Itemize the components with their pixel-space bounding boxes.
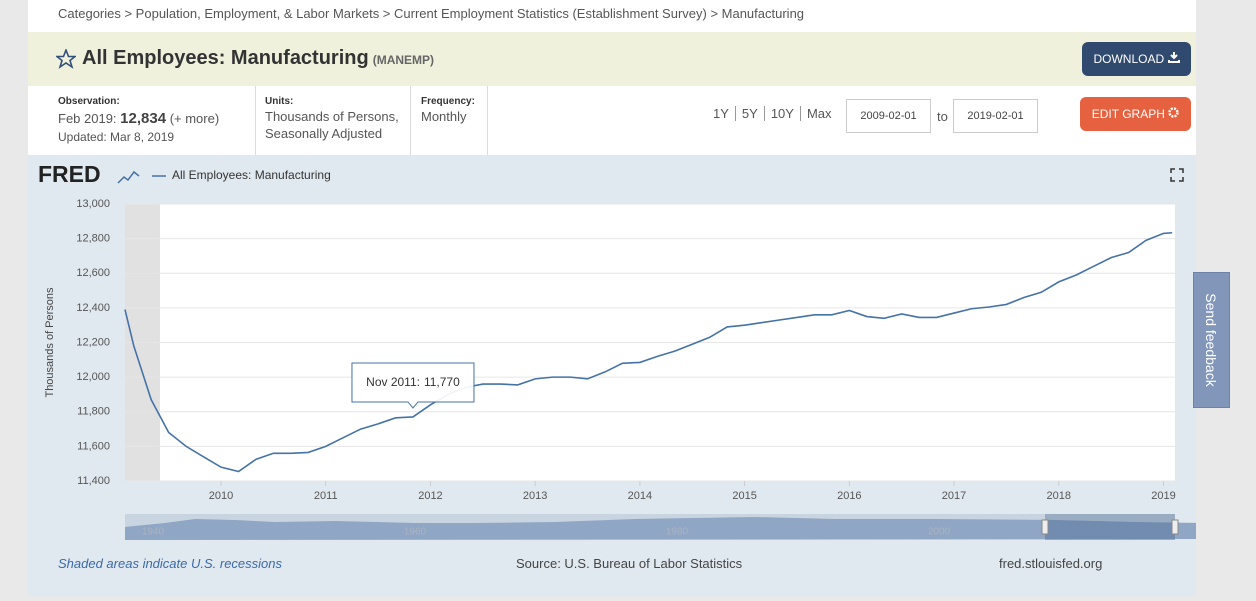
chart: FRED 11,400 11,600 11,800 12,000 12,200 12,40…	[38, 161, 1205, 540]
range-option[interactable]: 10Y	[763, 106, 800, 121]
y-tick-label: 12,400	[76, 302, 110, 314]
series-id: (MANEMP)	[372, 53, 435, 67]
tooltip-label: Nov 2011:	[366, 375, 420, 389]
obs-more[interactable]: (+ more)	[169, 111, 220, 126]
tooltip: Nov 2011: 11,770	[351, 362, 475, 409]
fred-logo: FRED	[38, 161, 101, 187]
y-tick-label: 12,800	[76, 233, 110, 245]
y-tick-label: 11,400	[77, 475, 110, 487]
breadcrumb[interactable]: Categories > Population, Employment, & L…	[58, 6, 805, 21]
date-separator: to	[937, 109, 948, 124]
download-icon	[1167, 52, 1180, 63]
range-option[interactable]: 5Y	[734, 106, 764, 121]
y-tick-label: 13,000	[76, 198, 110, 210]
y-axis-label: Thousands of Persons	[44, 287, 56, 398]
y-tick-label: 12,200	[76, 336, 110, 348]
end-date[interactable]: 2019-02-01	[953, 99, 1038, 133]
y-tick-label: 11,600	[77, 440, 110, 452]
y-tick-label: 11,800	[77, 406, 110, 418]
recession-note[interactable]: Shaded areas indicate U.S. recessions	[58, 556, 283, 571]
chart-panel: FRED 11,400 11,600 11,800 12,000 12,200 12,40…	[28, 155, 1205, 596]
navigator-area	[125, 517, 1205, 540]
y-tick-label: 12,600	[76, 267, 110, 279]
download-button[interactable]: DOWNLOAD	[1082, 42, 1191, 76]
x-tick-label: 2011	[314, 490, 338, 502]
download-text: DOWNLOAD	[1093, 52, 1165, 66]
title-text: All Employees: Manufacturing	[82, 47, 369, 69]
data-line	[124, 231, 1173, 473]
star-icon[interactable]	[56, 49, 76, 69]
x-tick-label: 2010	[209, 490, 233, 502]
x-tick-label: 2012	[418, 490, 442, 502]
x-tick-label: 2015	[732, 490, 756, 502]
navigator-label: 1940	[142, 527, 165, 538]
units-label: Units:	[265, 96, 294, 107]
legend-label: All Employees: Manufacturing	[172, 168, 331, 182]
units-line: Seasonally Adjusted	[265, 126, 383, 141]
separator	[410, 86, 411, 155]
logo-icon	[117, 170, 140, 184]
edit-graph-text: EDIT GRAPH	[1091, 107, 1165, 121]
navigator-label: 1980	[666, 527, 689, 538]
site: fred.stlouisfed.org	[999, 556, 1103, 571]
tooltip-value: 11,770	[424, 375, 460, 389]
source: Source: U.S. Bureau of Labor Statistics	[516, 556, 743, 571]
gear-icon	[1168, 107, 1179, 118]
frequency-label: Frequency:	[421, 96, 475, 107]
fred-page: Categories > Population, Employment, & L…	[28, 0, 1205, 596]
observation-label: Observation:	[58, 96, 120, 107]
observation: Feb 2019: 12,834 (+ more)	[58, 110, 219, 127]
obs-period: Feb 2019:	[58, 111, 117, 126]
range-option[interactable]: 1Y	[713, 106, 729, 121]
separator	[255, 86, 256, 155]
start-date[interactable]: 2009-02-01	[846, 99, 931, 133]
x-tick-label: 2016	[837, 490, 861, 502]
separator	[487, 86, 488, 155]
feedback-tab[interactable]: Send feedback	[1193, 272, 1230, 408]
y-tick-label: 12,000	[76, 371, 110, 383]
navigator-handle[interactable]	[1041, 519, 1049, 535]
navigator-label: 2000	[928, 527, 951, 538]
obs-updated: Updated: Mar 8, 2019	[58, 130, 175, 144]
range-options: 1Y 5Y 10Y Max	[713, 105, 838, 122]
navigator-selection[interactable]	[1045, 514, 1175, 540]
x-tick-label: 2014	[628, 490, 652, 502]
tooltip-box	[351, 362, 475, 409]
x-tick-label: 2019	[1151, 490, 1175, 502]
x-tick-label: 2017	[942, 490, 966, 502]
series-title: All Employees: Manufacturing (MANEMP)	[82, 47, 434, 70]
feedback-text: Send feedback	[1203, 293, 1219, 387]
tooltip-text: Nov 2011: 11,770	[366, 375, 460, 389]
navigator-label: 1960	[404, 527, 427, 538]
title-bar: All Employees: Manufacturing (MANEMP) DOW…	[28, 32, 1196, 86]
x-tick-label: 2018	[1047, 490, 1071, 502]
edit-graph-button[interactable]: EDIT GRAPH	[1080, 97, 1191, 131]
units-line: Thousands of Persons,	[265, 109, 399, 124]
navigator-handle[interactable]	[1171, 519, 1179, 535]
range-option[interactable]: Max	[799, 106, 838, 121]
obs-value: 12,834	[120, 110, 167, 127]
frequency: Monthly	[421, 109, 467, 124]
x-tick-label: 2013	[523, 490, 547, 502]
fullscreen-icon[interactable]	[1170, 168, 1184, 182]
units: Thousands of Persons, Seasonally Adjusted	[265, 108, 399, 142]
